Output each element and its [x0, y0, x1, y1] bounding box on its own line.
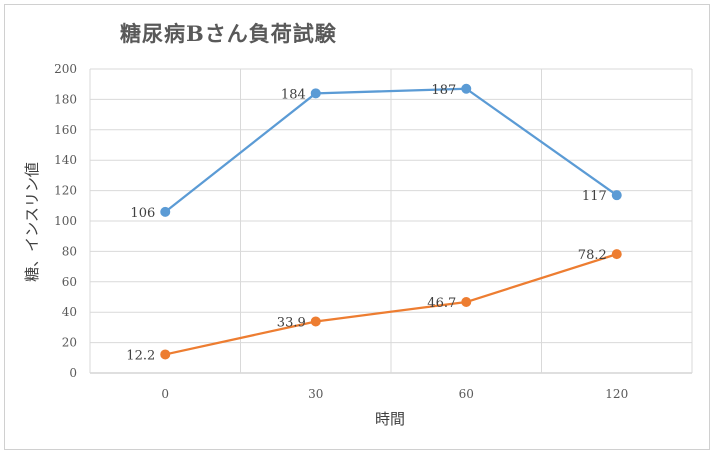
- gridlines: [89, 68, 693, 374]
- chart-frame: [4, 4, 710, 450]
- y-tick-label: 0: [69, 366, 77, 380]
- y-tick-label: 160: [54, 123, 77, 137]
- y-tick-label: 40: [62, 305, 77, 319]
- x-axis-ticks: 0 30 60 120: [161, 387, 628, 401]
- x-tick-label: 120: [605, 387, 628, 401]
- y-tick-label: 200: [54, 62, 77, 76]
- y-tick-label: 140: [54, 153, 77, 167]
- data-labels: 106 184 187 117 12.2 33.9 46.7 78.2: [126, 83, 606, 364]
- data-point: [160, 206, 171, 217]
- x-tick-label: 0: [161, 387, 169, 401]
- x-axis-title: 時間: [375, 410, 405, 428]
- y-tick-label: 180: [54, 92, 77, 106]
- data-point: [611, 249, 622, 260]
- data-label: 46.7: [427, 296, 456, 311]
- y-tick-label: 120: [54, 184, 77, 198]
- data-point: [611, 190, 622, 201]
- y-tick-label: 100: [54, 214, 77, 228]
- data-point: [310, 88, 321, 99]
- series-line: [164, 87, 618, 213]
- data-label: 33.9: [277, 315, 306, 330]
- data-label: 184: [281, 87, 306, 102]
- x-tick-label: 30: [308, 387, 323, 401]
- y-axis-title: 糖、インスリン値: [23, 162, 41, 282]
- y-tick-label: 80: [62, 244, 77, 258]
- series-line: [165, 253, 618, 356]
- data-label: 12.2: [126, 348, 155, 363]
- chart-title: 糖尿病Bさん負荷試験: [120, 21, 337, 46]
- y-axis-ticks: 0 20 40 60 80 100 120 140 160 180 200: [54, 62, 77, 380]
- y-tick-label: 20: [62, 336, 77, 350]
- data-label: 106: [130, 206, 155, 221]
- data-point: [461, 297, 472, 308]
- data-point: [160, 349, 171, 360]
- y-tick-label: 60: [62, 275, 77, 289]
- data-point: [310, 316, 321, 327]
- series-group: [160, 83, 622, 360]
- data-label: 187: [431, 83, 456, 98]
- x-tick-label: 60: [459, 387, 474, 401]
- data-label: 78.2: [578, 248, 607, 263]
- data-label: 117: [582, 189, 607, 204]
- data-point: [461, 83, 472, 94]
